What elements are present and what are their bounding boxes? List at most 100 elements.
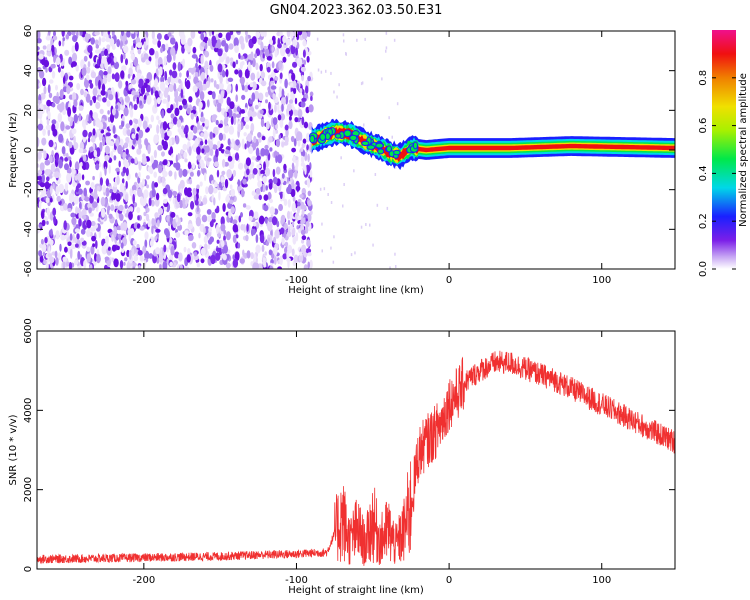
noise-blob [67, 207, 72, 212]
noise-blob [80, 237, 84, 242]
noise-blob [217, 94, 221, 100]
noise-blob [222, 52, 227, 60]
noise-blob [58, 183, 65, 194]
noise-blob [113, 56, 117, 63]
noise-blob [156, 115, 160, 121]
noise-blob [253, 222, 257, 227]
noise-blob [138, 264, 141, 269]
noise-speck [327, 193, 329, 196]
noise-blob [38, 53, 44, 60]
noise-blob [155, 247, 161, 255]
noise-speck [388, 116, 390, 120]
noise-blob [275, 129, 279, 134]
noise-blob [267, 191, 272, 201]
noise-speck [338, 83, 340, 87]
noise-blob [118, 80, 123, 89]
noise-blob [170, 47, 176, 56]
noise-blob [146, 207, 150, 213]
noise-blob [256, 164, 262, 169]
noise-blob [172, 116, 178, 125]
noise-blob [104, 256, 110, 261]
noise-blob [46, 51, 52, 56]
noise-blob [195, 56, 199, 63]
noise-blob [307, 252, 312, 257]
noise-blob [272, 38, 276, 44]
y-tick-label: -20 [23, 181, 34, 197]
noise-blob [253, 90, 260, 100]
figure-title: GN04.2023.362.03.50.E31 [270, 3, 443, 18]
noise-blob [158, 66, 163, 76]
noise-blob [115, 104, 119, 110]
noise-blob [199, 91, 205, 101]
noise-blob [271, 44, 275, 54]
noise-blob [52, 207, 57, 216]
noise-blob [304, 225, 309, 234]
noise-blob [211, 212, 216, 220]
noise-blob [237, 123, 242, 133]
noise-blob [68, 75, 74, 81]
noise-speck [372, 243, 374, 247]
noise-blob [220, 56, 224, 62]
noise-blob [125, 167, 129, 177]
noise-blob [92, 87, 98, 97]
noise-blob [275, 155, 278, 163]
noise-blob [301, 97, 307, 102]
noise-blob [290, 91, 295, 100]
noise-blob [308, 104, 314, 113]
noise-blob [90, 71, 97, 79]
noise-blob [250, 161, 255, 168]
noise-blob [90, 37, 95, 45]
noise-blob [164, 70, 168, 81]
noise-blob [225, 262, 231, 269]
noise-blob [136, 223, 141, 229]
noise-blob [244, 68, 250, 79]
noise-blob [198, 105, 202, 113]
noise-blob [231, 142, 235, 149]
noise-blob [78, 218, 82, 227]
noise-blob [73, 135, 76, 145]
noise-blob [115, 91, 118, 102]
noise-blob [161, 109, 165, 119]
noise-blob [213, 197, 216, 206]
noise-blob [89, 195, 94, 204]
noise-blob [115, 138, 120, 147]
noise-blob [126, 31, 131, 38]
noise-blob [229, 101, 235, 110]
noise-blob [249, 116, 253, 122]
signal-blob [386, 145, 392, 153]
noise-blob [144, 138, 149, 146]
noise-blob [183, 127, 187, 135]
noise-blob [55, 56, 61, 66]
noise-blob [235, 113, 241, 118]
noise-blob [307, 261, 311, 269]
noise-blob [274, 104, 277, 113]
noise-blob [253, 135, 257, 144]
noise-blob [59, 89, 64, 99]
noise-blob [196, 155, 202, 160]
noise-blob [188, 146, 192, 156]
y-tick-label: 0 [23, 147, 34, 153]
noise-blob [300, 214, 304, 224]
noise-blob [195, 216, 202, 227]
noise-blob [150, 155, 154, 164]
noise-blob [306, 55, 310, 63]
noise-blob [148, 124, 153, 129]
noise-blob [296, 131, 302, 141]
noise-blob [88, 132, 91, 139]
noise-blob [209, 64, 214, 72]
noise-blob [278, 134, 281, 140]
noise-blob [131, 184, 137, 191]
noise-blob [223, 117, 228, 127]
noise-blob [272, 117, 278, 126]
noise-blob [227, 155, 233, 162]
noise-blob [241, 138, 245, 149]
noise-blob [73, 195, 79, 205]
noise-blob [290, 44, 296, 55]
noise-blob [37, 163, 40, 168]
noise-blob [282, 35, 287, 44]
noise-blob [196, 146, 201, 155]
noise-blob [166, 99, 170, 110]
noise-blob [172, 62, 177, 71]
noise-blob [90, 245, 95, 255]
noise-speck [321, 222, 323, 226]
